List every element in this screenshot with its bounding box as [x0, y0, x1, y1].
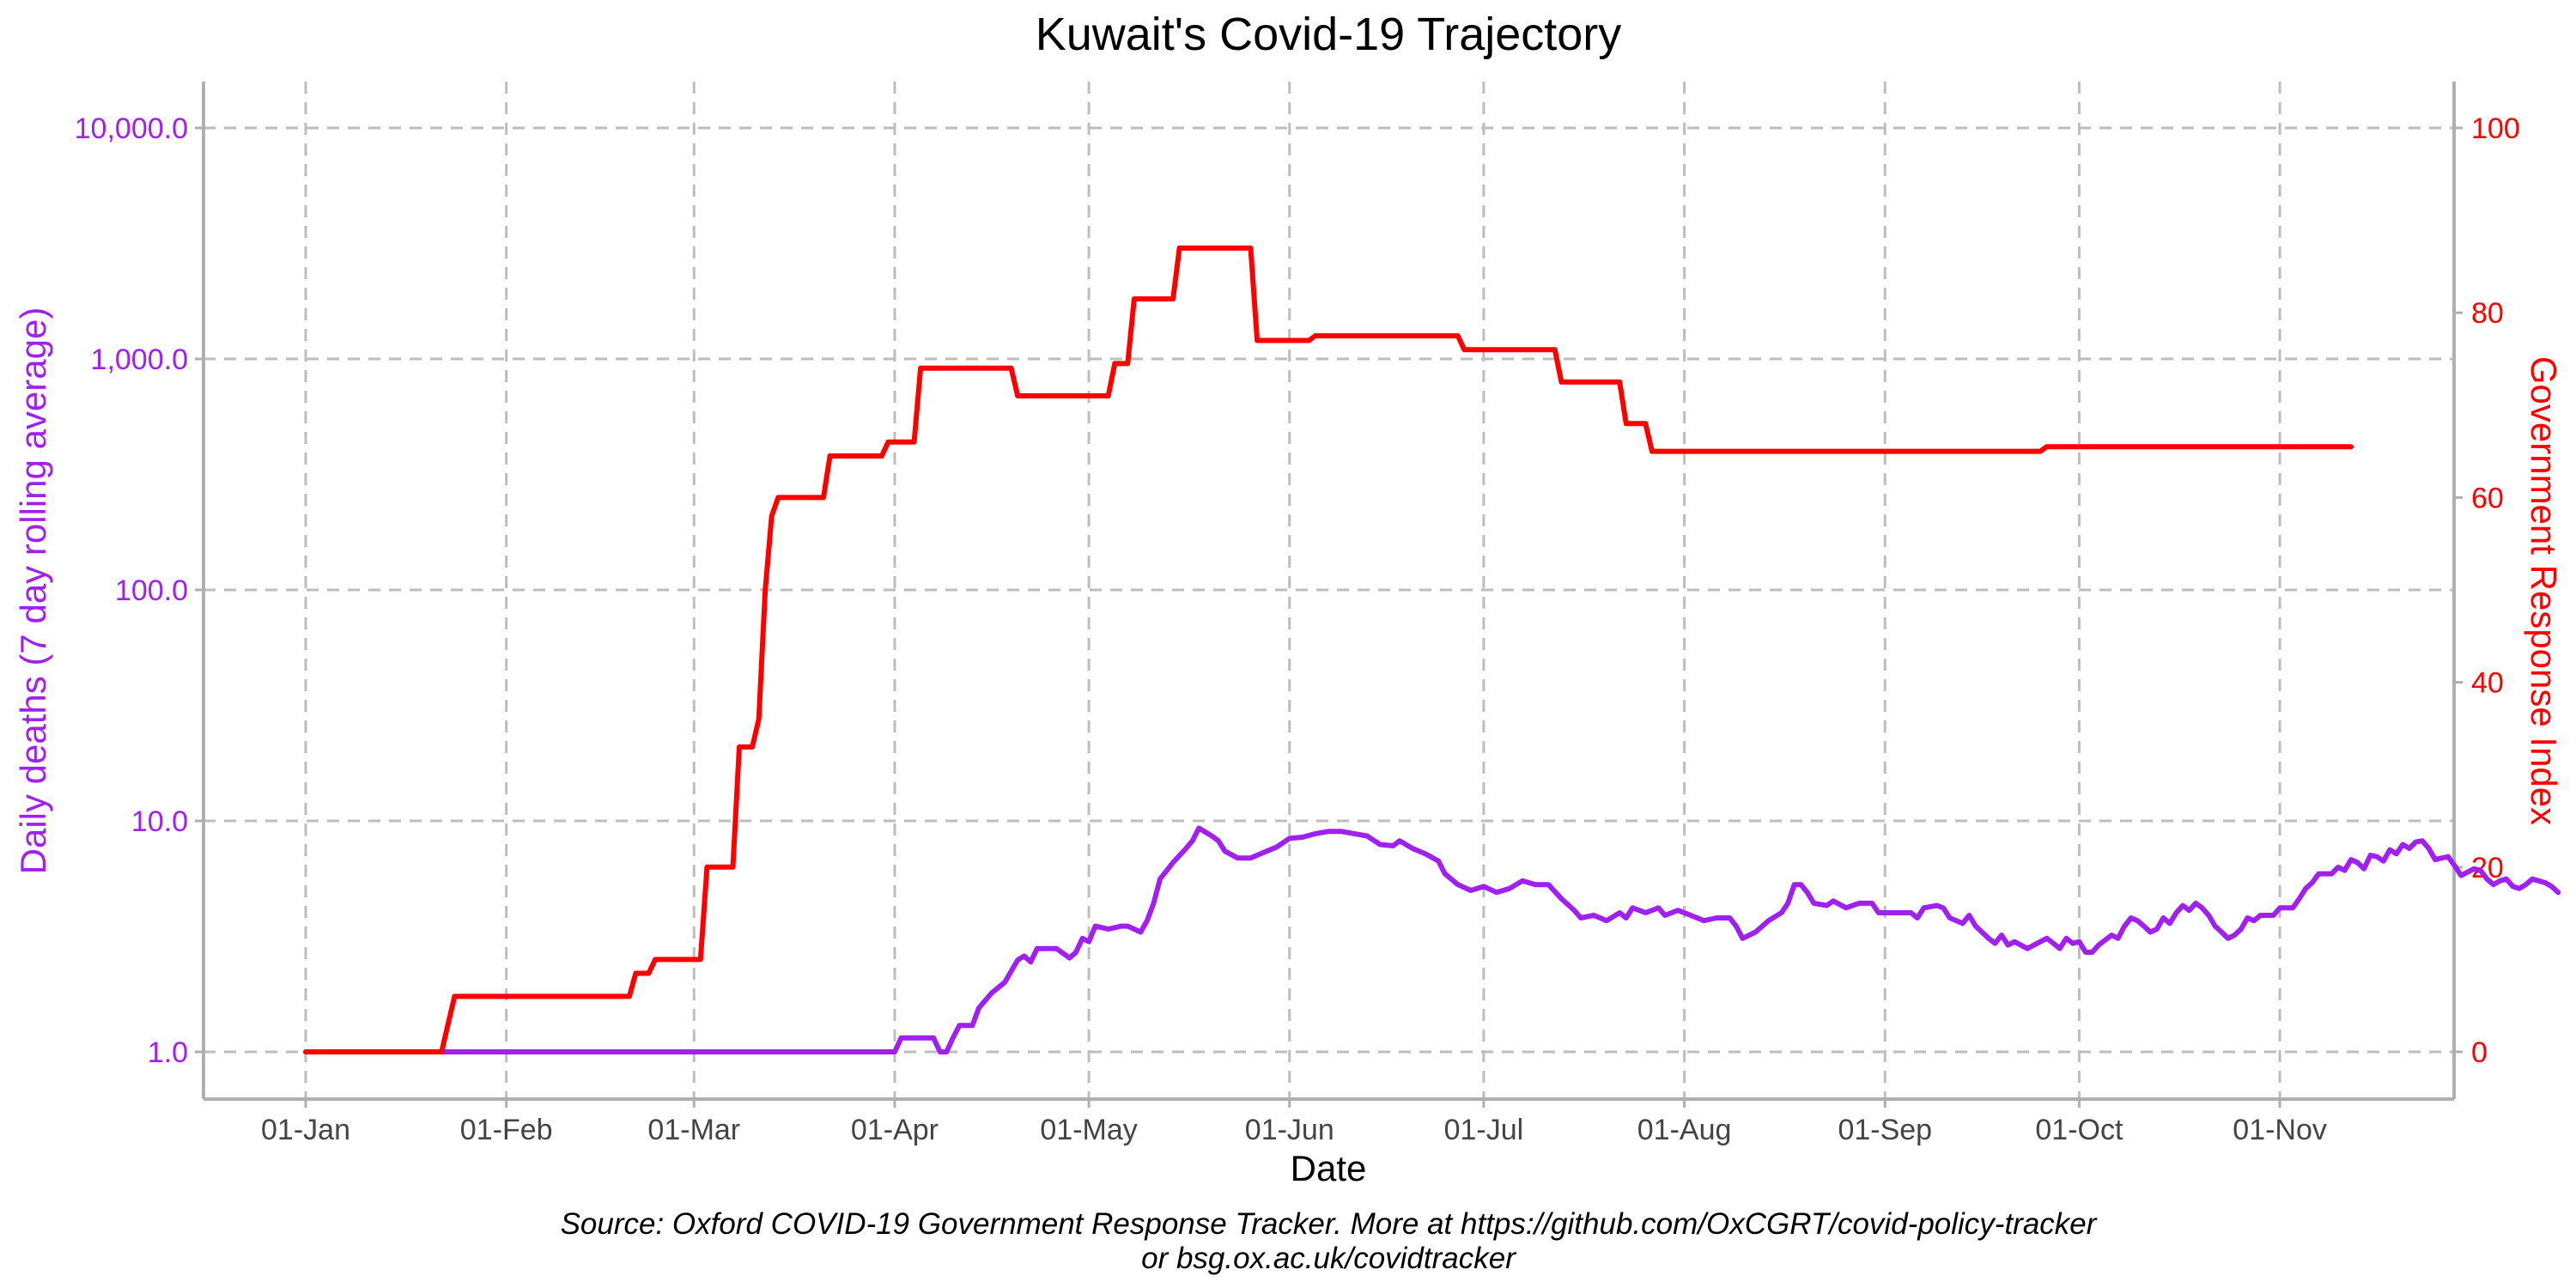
daily-deaths-line	[303, 825, 2561, 1054]
right-axis-title: Government Response Index	[2524, 356, 2564, 825]
left-tick-label: 10,000.0	[75, 112, 188, 145]
x-tick-label: 01-Aug	[1637, 1114, 1732, 1146]
left-axis-title: Daily deaths (7 day rolling average)	[13, 307, 53, 875]
chart-title: Kuwait's Covid-19 Trajectory	[1036, 9, 1622, 60]
x-tick-label: 01-Oct	[2035, 1114, 2123, 1146]
left-tick-label: 1.0	[148, 1036, 188, 1069]
right-tick-label: 40	[2471, 667, 2504, 700]
left-tick-label: 100.0	[115, 574, 188, 607]
x-tick-label: 01-Jan	[261, 1114, 350, 1146]
right-tick-label: 60	[2471, 482, 2504, 514]
right-tick-label: 0	[2471, 1036, 2488, 1069]
right-tick-label: 80	[2471, 297, 2504, 330]
vertical-gridlines	[304, 82, 2281, 1099]
source-caption-line2: or bsg.ox.ac.uk/covidtracker	[1141, 1242, 1516, 1275]
government-response-index-line	[303, 245, 2354, 1054]
x-tick-label: 01-Mar	[647, 1114, 740, 1146]
x-axis-ticks: 01-Jan 01-Feb 01-Mar 01-Apr 01-May 01-Jun 01-J…	[261, 1099, 2327, 1146]
x-tick-label: 01-Jun	[1245, 1114, 1334, 1146]
horizontal-gridlines	[204, 126, 2454, 1054]
series-layer	[303, 245, 2561, 1054]
left-tick-label: 1,000.0	[91, 343, 188, 376]
x-tick-label: 01-Nov	[2233, 1114, 2327, 1146]
x-tick-label: 01-Jul	[1444, 1114, 1524, 1146]
right-tick-label: 100	[2471, 112, 2520, 145]
left-tick-label: 10.0	[131, 805, 188, 838]
source-caption-line1: Source: Oxford COVID-19 Government Respo…	[561, 1207, 2098, 1241]
x-tick-label: 01-Apr	[851, 1114, 939, 1146]
x-tick-label: 01-Sep	[1838, 1114, 1932, 1146]
x-tick-label: 01-Feb	[460, 1114, 553, 1146]
x-axis-title: Date	[1291, 1148, 1367, 1188]
x-tick-label: 01-May	[1040, 1114, 1137, 1146]
left-axis-ticks: 1.0 10.0 100.0 1,000.0 10,000.0	[75, 112, 204, 1069]
